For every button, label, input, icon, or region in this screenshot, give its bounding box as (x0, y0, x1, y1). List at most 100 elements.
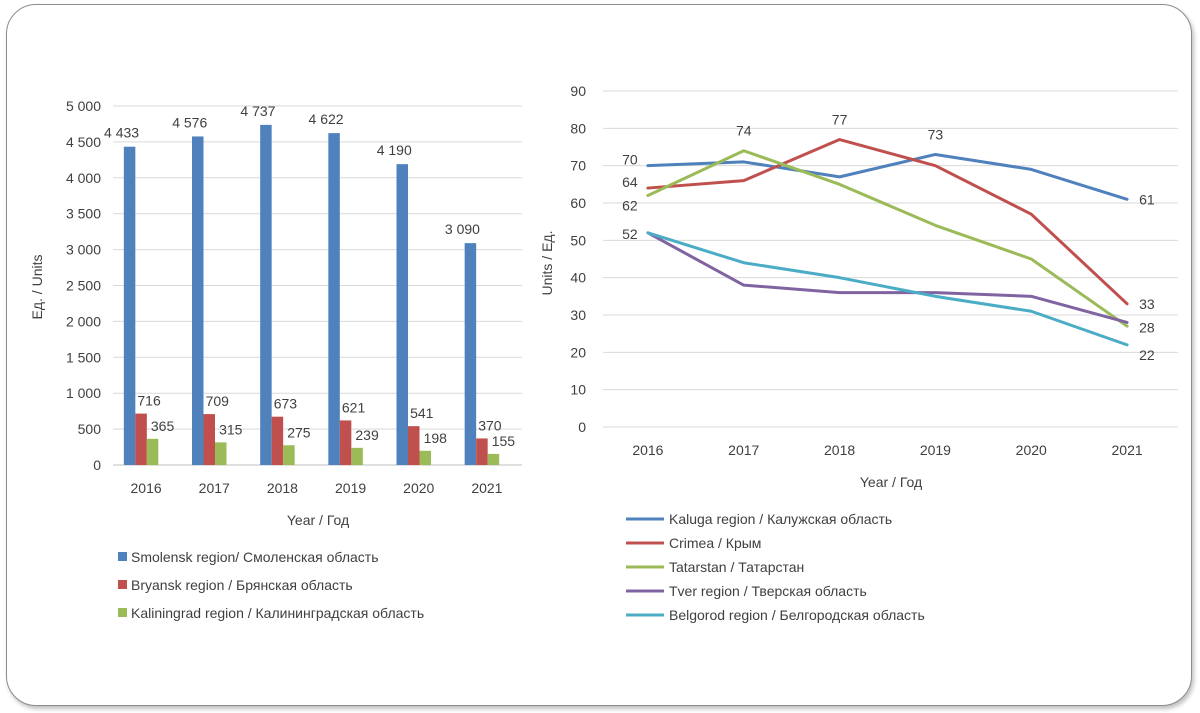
bar-y-tick-label: 3 500 (66, 206, 101, 222)
bar (192, 136, 204, 465)
line-y-tick-label: 60 (570, 195, 586, 211)
line-x-tick-label: 2018 (824, 442, 855, 458)
bar (339, 420, 352, 465)
line-x-axis-title: Year / Год (860, 474, 922, 490)
line-data-label: 73 (928, 126, 944, 142)
bar-data-label: 716 (137, 393, 161, 409)
line-series (646, 152, 1129, 201)
line-legend-label: Kaluga region / Калужская область (669, 511, 892, 527)
line-x-tick-label: 2016 (632, 442, 663, 458)
bar (260, 124, 272, 466)
line-y-tick-label: 40 (570, 270, 586, 286)
line-legend-label: Tatarstan / Татарстан (669, 559, 804, 575)
line-data-label: 74 (736, 123, 752, 139)
bar-data-label: 709 (206, 393, 230, 409)
bar-data-label: 239 (355, 427, 379, 443)
line-x-tick-label: 2019 (920, 442, 951, 458)
bar (328, 133, 340, 466)
bar-data-label: 4 190 (377, 142, 412, 158)
bar-y-tick-label: 2 500 (66, 278, 101, 294)
bar (283, 445, 295, 465)
line-x-tick-label: 2020 (1016, 442, 1047, 458)
line-y-tick-label: 20 (570, 344, 586, 360)
bar-x-tick-label: 2019 (335, 480, 366, 496)
bar (146, 438, 159, 465)
bar-y-tick-label: 4 000 (66, 170, 101, 186)
bar-y-tick-label: 4 500 (66, 134, 101, 150)
line-y-tick-label: 50 (570, 232, 586, 248)
line-series (646, 231, 1129, 324)
bar (123, 146, 136, 465)
line-y-tick-label: 0 (578, 419, 586, 435)
bar-y-tick-label: 0 (93, 457, 101, 473)
bar-data-label: 4 737 (240, 103, 275, 119)
line-y-tick-label: 90 (570, 83, 586, 99)
line-data-label: 64 (622, 174, 638, 190)
line-data-label: 62 (622, 198, 638, 214)
line-y-tick-label: 30 (570, 307, 586, 323)
bar-data-label: 621 (342, 399, 366, 415)
bar-data-label: 365 (151, 418, 175, 434)
line-data-label: 70 (622, 152, 638, 168)
line-y-tick-label: 70 (570, 158, 586, 174)
bar-legend-swatch (118, 580, 127, 589)
line-data-label: 52 (622, 226, 638, 242)
bar (135, 413, 147, 465)
bar-x-tick-label: 2020 (403, 480, 434, 496)
bar (396, 164, 408, 465)
line-series (646, 138, 1129, 306)
slide-frame (6, 4, 1192, 706)
line-y-axis-title: Units / Ед. (539, 231, 555, 296)
bar-legend-swatch (118, 552, 127, 561)
line-data-label: 61 (1139, 191, 1155, 207)
bar-data-label: 4 576 (172, 114, 207, 130)
line-series (646, 231, 1129, 347)
line-data-label: 77 (832, 112, 848, 128)
line-legend-label: Tver region / Тверская область (669, 583, 867, 599)
line-legend-label: Belgorod region / Белгородская область (669, 607, 925, 623)
bar-data-label: 3 090 (445, 221, 480, 237)
line-chart: 0 10 20 30 40 50 60 70 80 90 2016 2017 2018 2019 2020 2… (539, 83, 1178, 623)
line-y-tick-label: 10 (570, 382, 586, 398)
line-y-tick-label: 80 (570, 120, 586, 136)
line-data-label: 33 (1139, 296, 1155, 312)
bar (271, 416, 284, 465)
bar-x-axis-title: Year / Год (287, 512, 349, 528)
bar-legend-label: Bryansk region / Брянская область (131, 577, 353, 593)
bar-y-axis-title: Ед. / Units (29, 255, 45, 320)
bar-legend-swatch (118, 608, 127, 617)
bar-legend-label: Kaliningrad region / Калининградская обл… (131, 605, 424, 621)
bar-data-label: 275 (287, 424, 311, 440)
bar-chart: 0 500 1 000 1 500 2 000 2 500 3 000 3 500 4 000 4… (29, 98, 522, 621)
line-legend-label: Crimea / Крым (669, 535, 761, 551)
bar-y-tick-label: 500 (78, 421, 102, 437)
bar-data-label: 155 (492, 433, 516, 449)
bar (487, 453, 500, 465)
bar (408, 426, 420, 465)
bar (419, 450, 431, 465)
bar-data-label: 315 (219, 421, 243, 437)
bar-x-tick-label: 2016 (131, 480, 162, 496)
bar-y-tick-label: 3 000 (66, 242, 101, 258)
line-data-label: 28 (1139, 319, 1155, 335)
bar (464, 243, 477, 465)
bar-data-label: 4 433 (104, 125, 139, 141)
bar (215, 442, 227, 465)
bar-data-label: 370 (478, 417, 502, 433)
bar-data-label: 4 622 (309, 111, 344, 127)
bar-x-tick-label: 2017 (199, 480, 230, 496)
bar-x-tick-label: 2021 (471, 480, 502, 496)
line-data-label: 22 (1139, 347, 1155, 363)
line-series (646, 149, 1129, 328)
bar-y-tick-label: 1 500 (66, 349, 101, 365)
line-x-tick-label: 2021 (1112, 442, 1143, 458)
bar-data-label: 673 (274, 396, 298, 412)
bar-y-tick-label: 5 000 (66, 98, 101, 114)
bar-legend-label: Smolensk region/ Смоленская область (131, 549, 378, 565)
bar-data-label: 541 (410, 405, 434, 421)
bar-y-tick-label: 2 000 (66, 313, 101, 329)
bar (351, 447, 363, 465)
bar (476, 438, 488, 465)
line-x-tick-label: 2017 (728, 442, 759, 458)
